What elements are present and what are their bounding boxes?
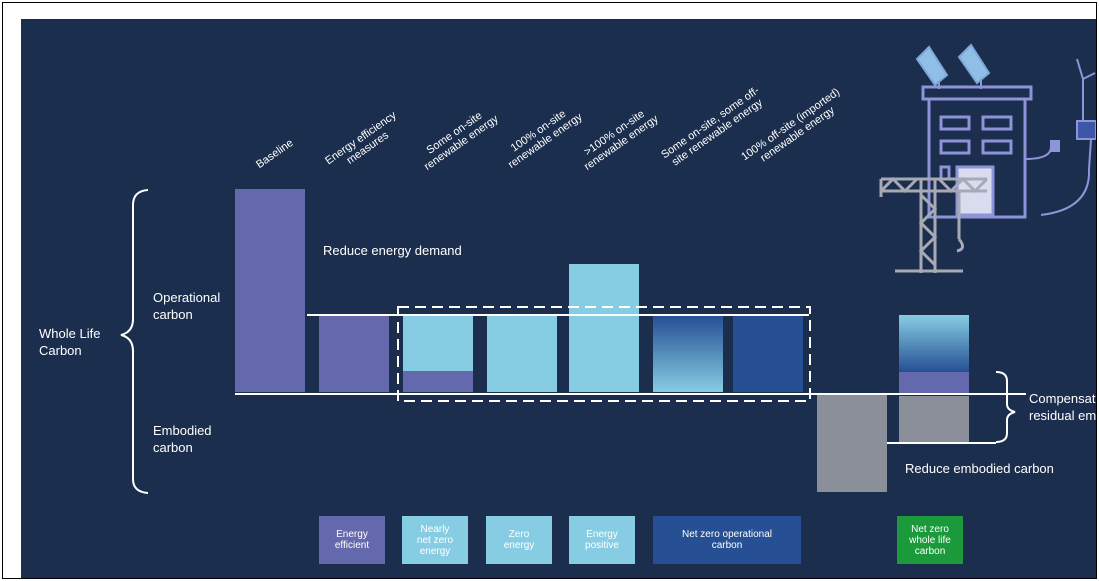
bar-nzwlc-purple — [899, 372, 969, 394]
bar-nzwlc-operational — [899, 315, 969, 372]
category-energy-efficient: Energy efficient — [319, 516, 385, 564]
bar-embodied-reduced — [817, 395, 887, 492]
building-icon — [921, 85, 1033, 219]
annotation-compensate: Compensate residual em — [1029, 391, 1096, 423]
category-energy-positive: Energy positive — [569, 516, 635, 564]
category-zero-energy: Zero energy — [486, 516, 552, 564]
bar-100-offsite — [733, 316, 803, 392]
diagram-graphics — [120, 43, 1096, 494]
bar-energy-efficiency — [319, 316, 389, 392]
bar-baseline — [235, 189, 305, 392]
category-net-zero-whole-life-carbon: Net zero whole life carbon — [897, 516, 963, 564]
category-nearly-net-zero-energy: Nearly net zero energy — [402, 516, 468, 564]
label-operational-carbon: Operational carbon — [153, 290, 221, 322]
compensate-brace — [995, 371, 1016, 443]
label-whole-life-carbon: Whole Life Carbon — [39, 326, 101, 358]
bar-some-onsite-remaining — [403, 371, 473, 392]
annotation-reduce-energy-demand: Reduce energy demand — [323, 243, 462, 258]
bar-100-onsite — [487, 316, 557, 392]
annotation-reduce-embodied-carbon: Reduce embodied carbon — [905, 461, 1054, 476]
solar-panel-icon — [915, 43, 991, 89]
category-net-zero-operational-carbon: Net zero operational carbon — [653, 516, 801, 564]
crane-icon — [879, 176, 989, 273]
bar-nzwlc-embodied — [899, 396, 969, 443]
bar-some-onsite-renewable — [403, 316, 473, 371]
wind-turbine-icon — [1076, 58, 1096, 140]
label-embodied-carbon: Embodied carbon — [153, 423, 212, 455]
plug-icon — [1024, 138, 1092, 216]
diagram-panel: Whole Life Carbon Operational carbon Emb… — [21, 19, 1096, 578]
bar-over-100-onsite — [569, 264, 639, 392]
whole-life-brace — [120, 189, 149, 494]
dashed-operational-box — [397, 306, 811, 402]
bar-mixed-renewable — [653, 316, 723, 392]
